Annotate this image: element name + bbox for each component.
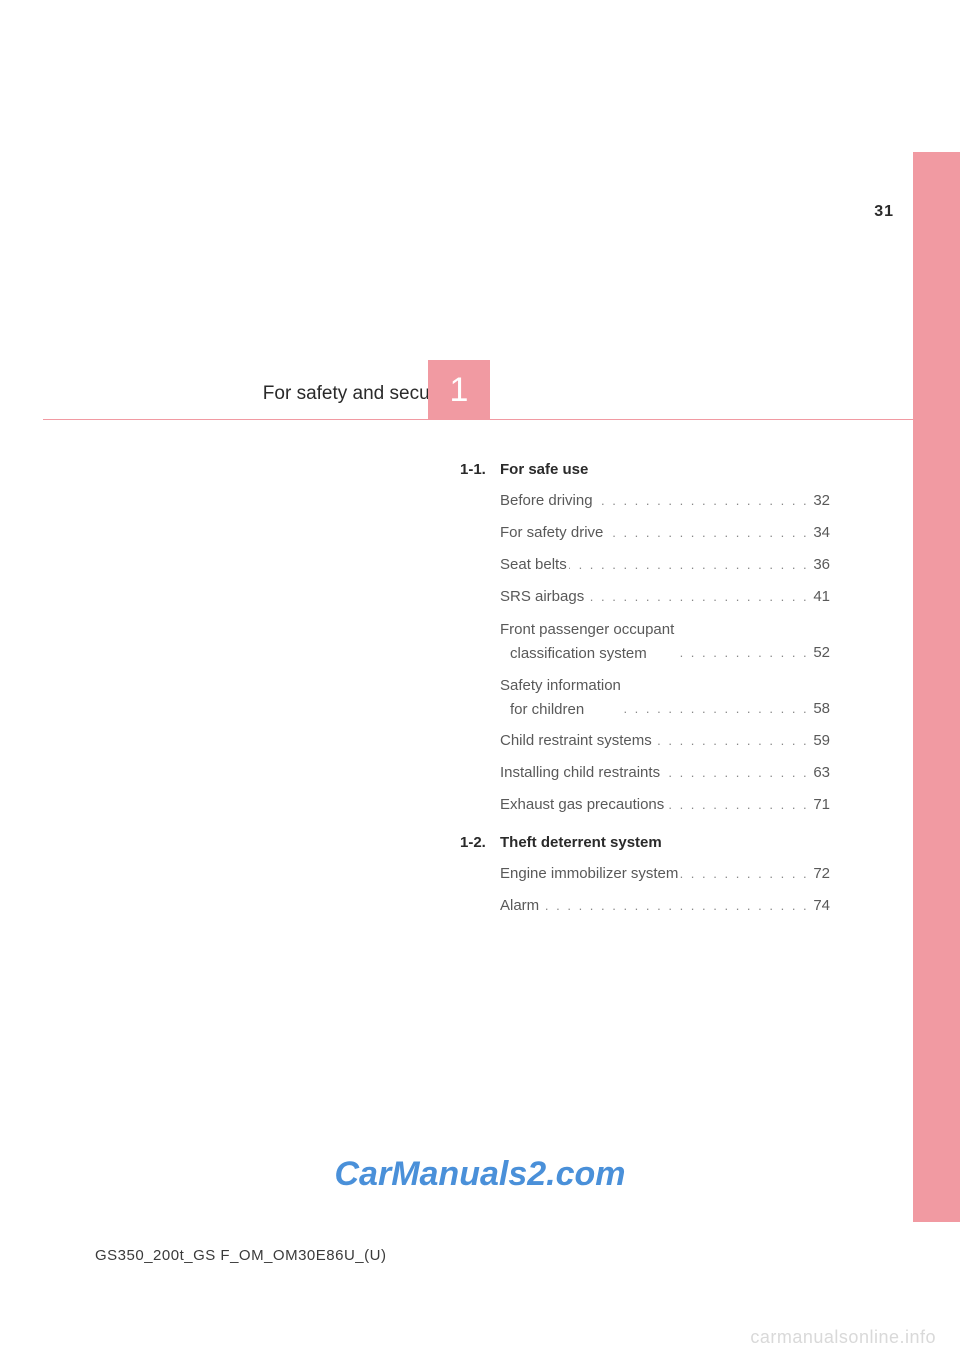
toc-entry-page: 41 [810,586,830,608]
toc-entry: . . . . . . . . . . . . . . . . . . . . … [500,730,830,762]
toc-entry: . . . . . . . . . . . . . . . . . . . . … [500,895,830,927]
toc-section: 1-1.For safe use . . . . . . . . . . . . … [460,461,830,826]
toc-entry: . . . . . . . . . . . . . . . . . . . . … [500,762,830,794]
footer-site-text: carmanualsonline.info [750,1327,936,1348]
watermark-text: CarManuals2.com [0,1155,960,1194]
page-number: 31 [874,203,894,221]
toc-entry-label: Exhaust gas precautions [500,794,666,816]
toc-entry-label: Child restraint systems [500,730,654,752]
toc-entry-page: 63 [810,762,830,784]
toc-entry-label: Installing child restraints [500,762,662,784]
toc-entry-page: 36 [810,554,830,576]
toc-entry-label: Alarm [500,895,541,917]
toc-entry-page: 59 [810,730,830,752]
toc-section-title: For safe use [500,461,588,478]
toc-entry-leader: . . . . . . . . . . . . . . . . . . . . … [500,898,830,913]
toc-entry: . . . . . . . . . . . . . . . . . . . . … [500,618,830,674]
toc-section: 1-2.Theft deterrent system . . . . . . . … [460,834,830,927]
toc-section-number: 1-1. [460,461,500,478]
toc-entry: . . . . . . . . . . . . . . . . . . . . … [500,554,830,586]
toc-entry-label: Engine immobilizer system [500,863,680,885]
toc-entry: . . . . . . . . . . . . . . . . . . . . … [500,863,830,895]
toc-entry: . . . . . . . . . . . . . . . . . . . . … [500,674,830,730]
toc-entry: . . . . . . . . . . . . . . . . . . . . … [500,794,830,826]
toc-entry: . . . . . . . . . . . . . . . . . . . . … [500,586,830,618]
chapter-header: For safety and security 1 [0,360,960,420]
chapter-number: 1 [450,371,469,410]
toc-section-title: Theft deterrent system [500,834,662,851]
document-code: GS350_200t_GS F_OM_OM30E86U_(U) [95,1247,386,1264]
toc-entry-page: 34 [810,522,830,544]
toc-entry-page: 58 [810,698,830,720]
toc-section-header: 1-1.For safe use [460,461,830,478]
toc-entry-label: SRS airbags [500,586,586,608]
section-side-tab [913,152,960,1222]
toc-entry-page: 32 [810,490,830,512]
toc-entries: . . . . . . . . . . . . . . . . . . . . … [460,863,830,927]
toc-entry: . . . . . . . . . . . . . . . . . . . . … [500,522,830,554]
toc-section-number: 1-2. [460,834,500,851]
toc-entry-label: For safety drive [500,522,605,544]
toc-section-header: 1-2.Theft deterrent system [460,834,830,851]
toc-entry: . . . . . . . . . . . . . . . . . . . . … [500,490,830,522]
toc-entry-page: 72 [810,863,830,885]
chapter-title: For safety and security [263,383,455,405]
toc-entry-label: Front passenger occupantclassification s… [500,618,676,666]
toc-entry-page: 71 [810,794,830,816]
table-of-contents: 1-1.For safe use . . . . . . . . . . . . … [460,461,830,935]
toc-entry-label: Before driving [500,490,595,512]
toc-entries: . . . . . . . . . . . . . . . . . . . . … [460,490,830,826]
toc-entry-label: Seat belts [500,554,569,576]
toc-entry-page: 74 [810,895,830,917]
toc-entry-label: Safety informationfor children [500,674,623,722]
toc-entry-page: 52 [810,642,830,664]
chapter-number-box: 1 [428,360,490,420]
